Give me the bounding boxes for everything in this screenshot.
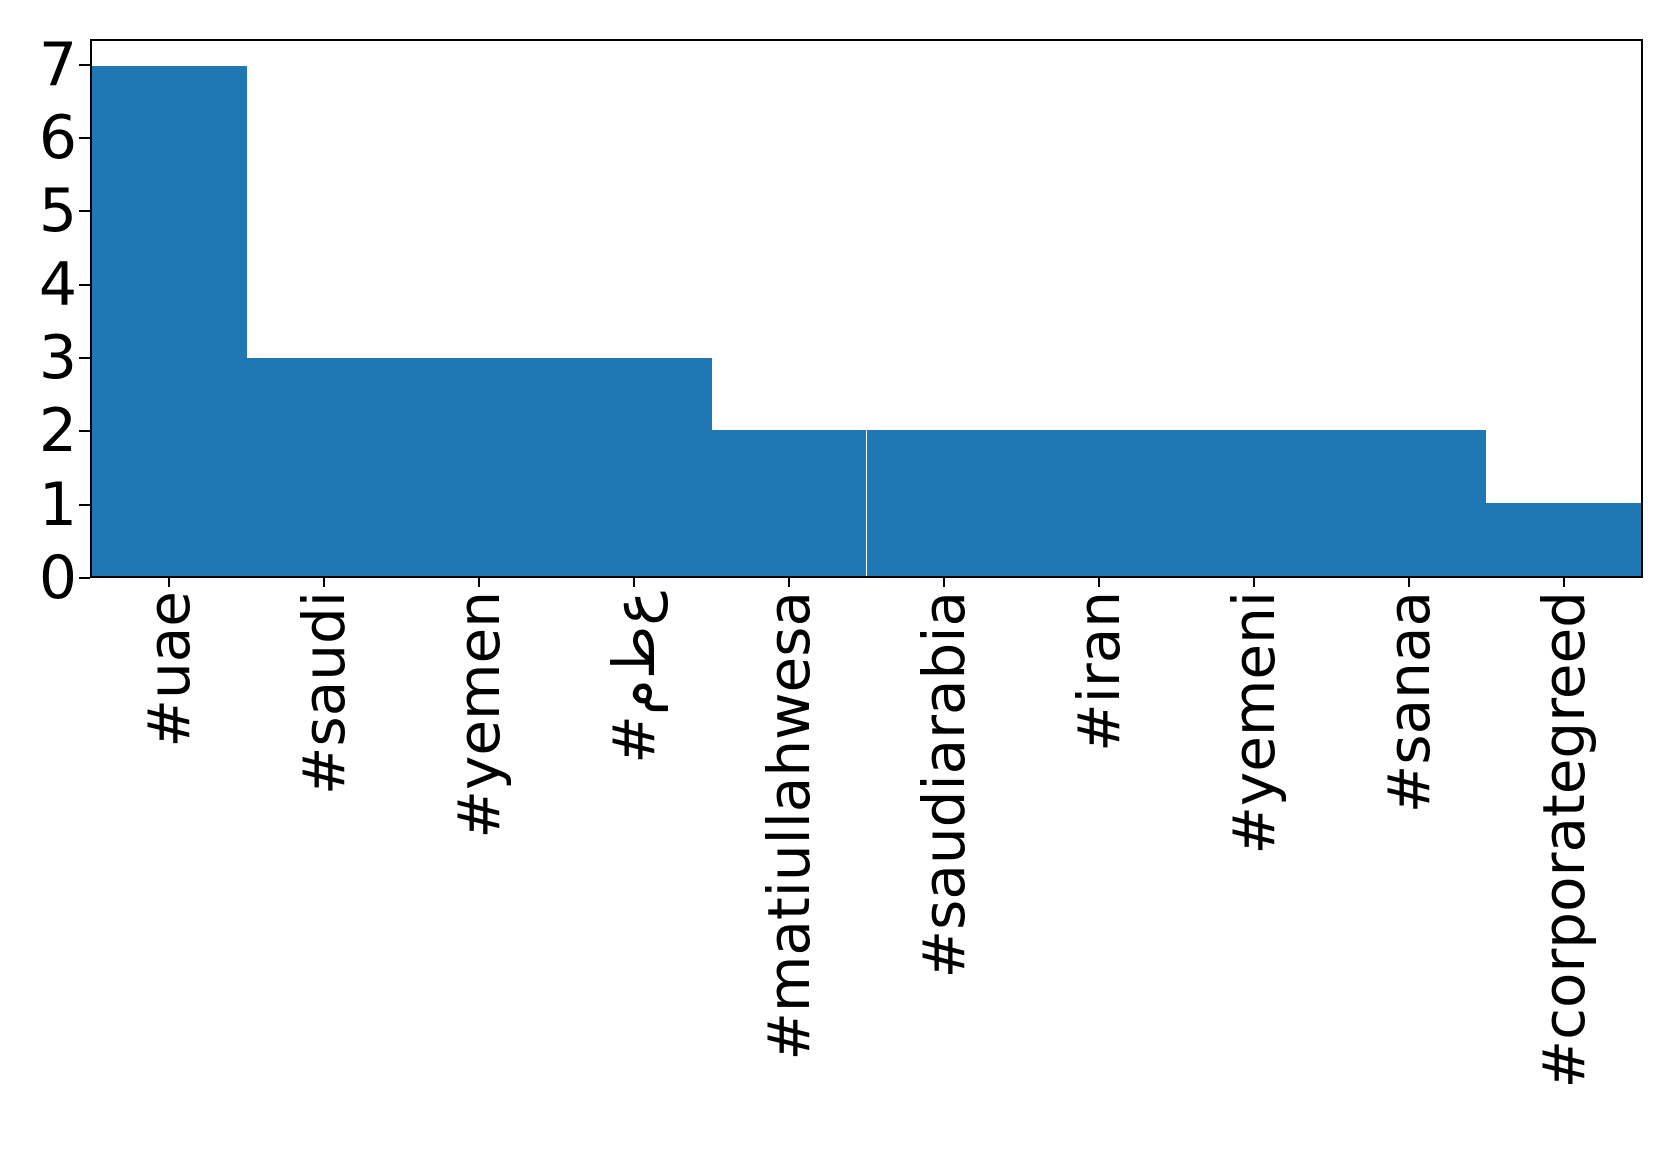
bar	[246, 357, 402, 576]
y-tick-label: 7	[38, 29, 77, 100]
bar	[1176, 430, 1332, 576]
y-tick-label: 0	[38, 543, 77, 613]
bar	[401, 357, 557, 576]
x-tick-label: #uae	[135, 591, 204, 748]
x-tick	[942, 578, 945, 587]
y-tick-label: 1	[38, 469, 77, 540]
bar	[1486, 503, 1641, 576]
x-tick-label: #iran	[1064, 591, 1133, 752]
bar	[1331, 430, 1487, 576]
y-tick	[79, 63, 90, 66]
y-tick-label: 6	[38, 103, 77, 173]
x-tick-label: #م‌ط‌ع	[600, 591, 669, 764]
x-tick	[168, 578, 171, 587]
x-tick	[323, 578, 326, 587]
x-tick-label: #saudi	[290, 591, 359, 796]
x-tick	[478, 578, 481, 587]
y-tick	[79, 503, 90, 506]
y-tick-label: 4	[38, 249, 77, 320]
x-tick	[1407, 578, 1410, 587]
bar	[556, 357, 712, 576]
x-tick-label: #corporategreed	[1529, 591, 1598, 1089]
y-tick-label: 3	[38, 323, 77, 393]
x-tick-label: #sanaa	[1374, 591, 1443, 814]
y-tick	[79, 357, 90, 359]
x-tick	[1097, 578, 1100, 587]
x-tick-label: #matiullahwesa	[755, 591, 824, 1061]
x-tick-label: #saudiarabia	[909, 591, 978, 979]
x-tick	[1562, 578, 1565, 587]
bar	[866, 430, 1022, 576]
x-tick-label: #yemeni	[1219, 591, 1288, 855]
plot-area	[90, 39, 1643, 578]
y-tick	[79, 137, 90, 139]
y-tick	[79, 210, 90, 213]
bar	[711, 430, 867, 576]
x-tick	[788, 578, 791, 587]
bar	[1021, 430, 1177, 576]
y-tick	[79, 577, 90, 579]
bar	[92, 66, 247, 576]
y-tick-label: 2	[38, 396, 77, 467]
y-tick	[79, 283, 90, 286]
x-tick	[633, 578, 636, 587]
x-tick	[1252, 578, 1255, 587]
y-tick	[79, 430, 90, 433]
x-tick-label: #yemen	[445, 591, 514, 839]
y-tick-label: 5	[38, 176, 77, 247]
